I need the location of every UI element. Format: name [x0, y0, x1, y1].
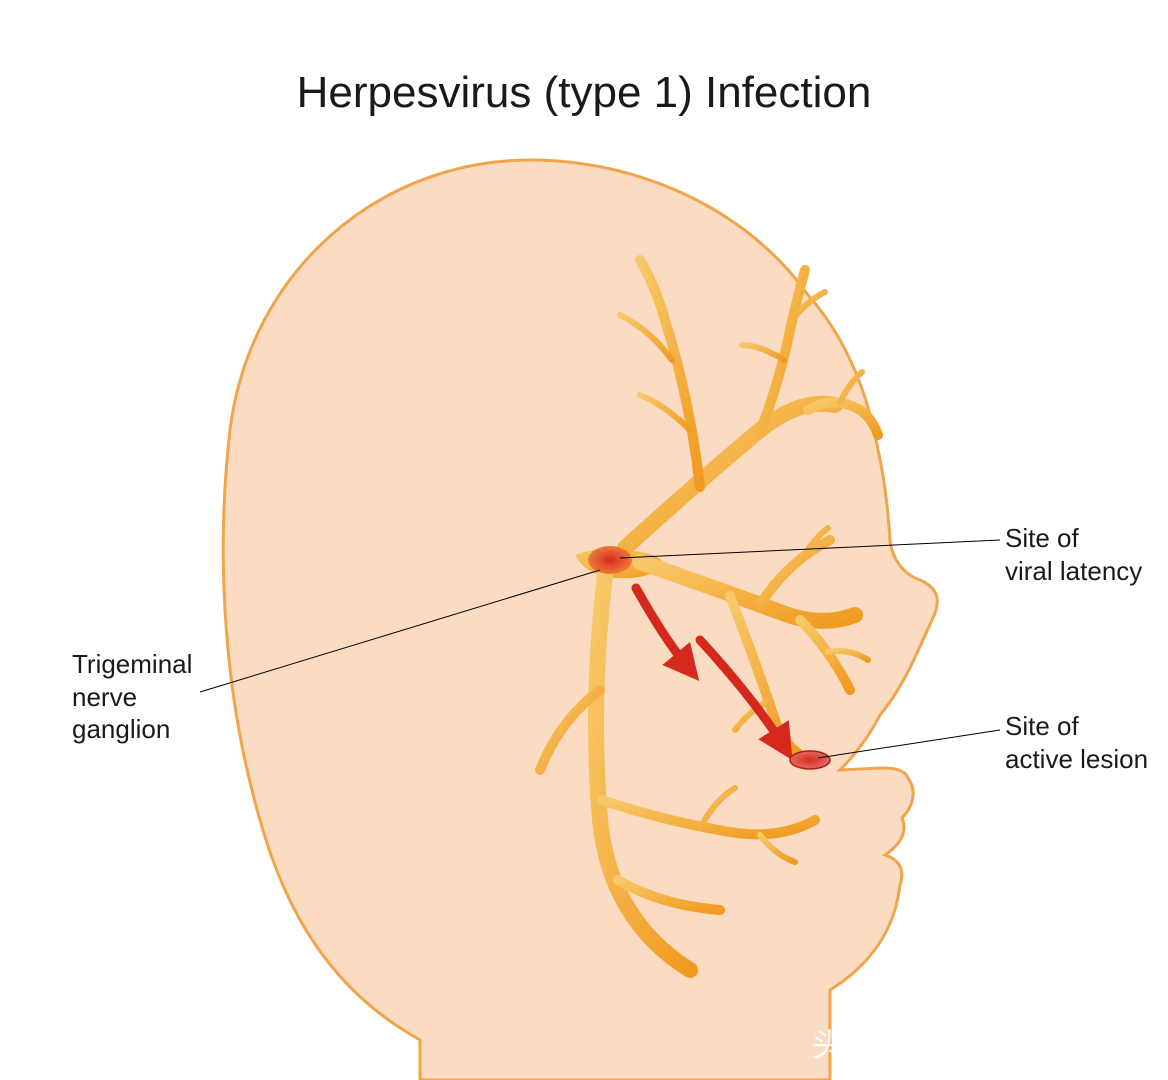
- watermark-text: 头条号 / 皮肤科普讲堂: [811, 1020, 1150, 1066]
- label-trigeminal: Trigeminal nerve ganglion: [72, 648, 192, 746]
- label-active-lesion: Site of active lesion: [1005, 710, 1148, 775]
- label-viral-latency: Site of viral latency: [1005, 522, 1142, 587]
- trigeminal-ganglion-icon: [588, 546, 632, 574]
- active-lesion-icon: [790, 751, 830, 769]
- diagram-canvas: Herpesvirus (type 1) Infection: [0, 0, 1168, 1080]
- diagram-svg: [0, 0, 1168, 1080]
